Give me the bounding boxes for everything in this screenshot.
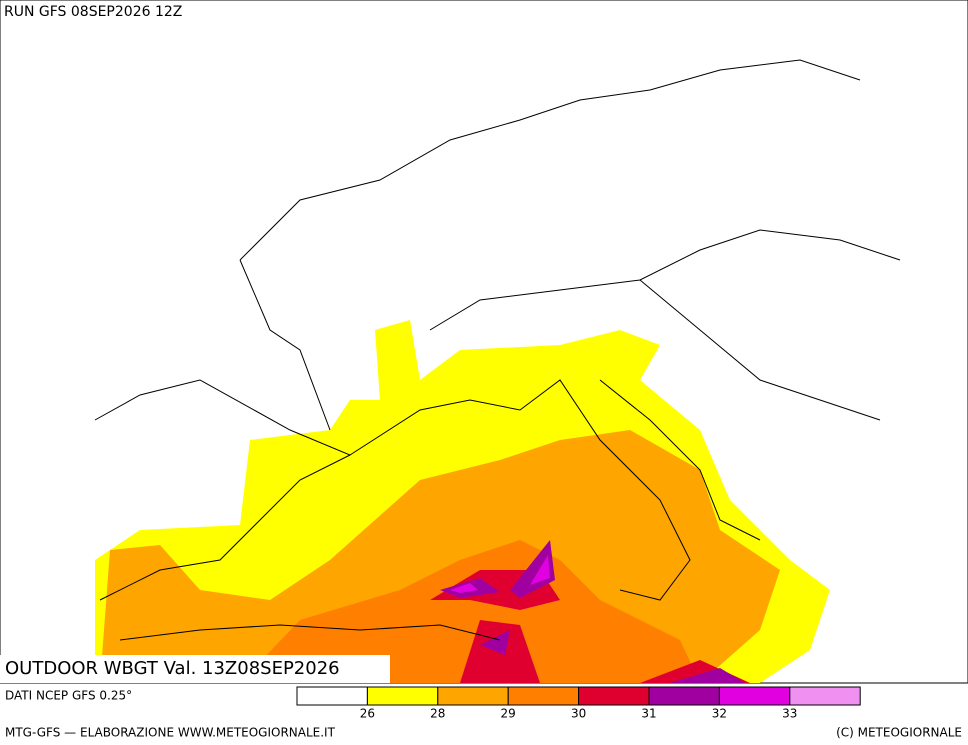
run-label: RUN GFS 08SEP2026 12Z bbox=[4, 4, 182, 20]
legend-swatch bbox=[648, 686, 720, 706]
coastline bbox=[94, 379, 761, 641]
source-label: DATI NCEP GFS 0.25° bbox=[5, 689, 132, 703]
legend-swatch bbox=[578, 686, 650, 706]
footer-left: MTG-GFS — ELABORAZIONE WWW.METEOGIORNALE… bbox=[5, 726, 336, 740]
legend-swatch bbox=[366, 686, 439, 706]
title-backdrop bbox=[0, 655, 390, 683]
legend-tick-label: 30 bbox=[571, 707, 586, 721]
legend-tick-label: 29 bbox=[501, 707, 516, 721]
legend-tick-label: 26 bbox=[360, 707, 375, 721]
legend: DATI NCEP GFS 0.25° 26 28 29 30 31 32 33 bbox=[5, 686, 861, 721]
legend-swatch bbox=[296, 686, 368, 706]
legend-swatch bbox=[789, 686, 861, 706]
map: RUN GFS 08SEP2026 12Z OUTDOOR WBGT Val. … bbox=[0, 0, 968, 684]
legend-tick-label: 31 bbox=[641, 707, 656, 721]
heat-orange bbox=[240, 540, 700, 683]
legend-tick-label: 32 bbox=[712, 707, 727, 721]
footer-right: (C) METEOGIORNALE bbox=[836, 726, 962, 740]
map-title: OUTDOOR WBGT Val. 13Z08SEP2026 bbox=[5, 658, 340, 679]
border bbox=[239, 59, 901, 431]
legend-swatch bbox=[507, 686, 580, 706]
legend-swatch bbox=[718, 686, 791, 706]
heat-red bbox=[430, 570, 750, 683]
legend-swatch bbox=[437, 686, 509, 706]
legend-tick-label: 33 bbox=[782, 707, 797, 721]
legend-tick-label: 28 bbox=[430, 707, 445, 721]
heat-magenta bbox=[450, 555, 550, 593]
